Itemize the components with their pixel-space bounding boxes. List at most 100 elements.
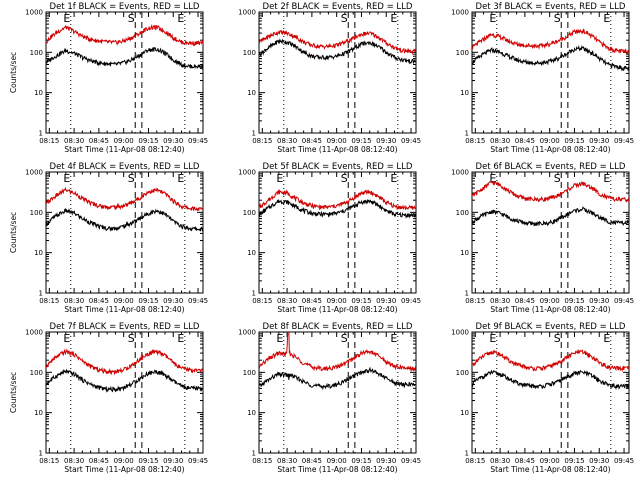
panel-9: Det 9f BLACK = Events, RED = LLD 08:15 08:… bbox=[451, 322, 634, 474]
x-axis-label: Start Time (11-Apr-08 08:12:40) bbox=[490, 145, 610, 154]
x-tick-label: 08:30 bbox=[64, 137, 84, 145]
x-tick-label: 09:30 bbox=[376, 457, 396, 465]
y-tick-label: 1 bbox=[465, 130, 469, 138]
series-line-lld bbox=[472, 180, 629, 203]
series-line-events bbox=[259, 366, 416, 391]
y-tick-label: 100 bbox=[30, 369, 43, 377]
series-group bbox=[259, 188, 416, 219]
panel-7: Det 7f BLACK = Events, RED = LLD 08:15 08:… bbox=[9, 322, 208, 474]
marker-label: S bbox=[128, 332, 135, 345]
y-tick-label: 1 bbox=[252, 450, 256, 458]
panel-1: Det 1f BLACK = Events, RED = LLD 08:15 08:… bbox=[9, 2, 208, 154]
x-tick-label: 08:30 bbox=[277, 297, 297, 305]
y-tick-label: 1 bbox=[465, 290, 469, 298]
marker-label: E bbox=[390, 172, 397, 185]
plot-frame bbox=[471, 331, 630, 454]
plot-frame bbox=[258, 11, 417, 134]
x-axis-label: Start Time (11-Apr-08 08:12:40) bbox=[277, 145, 397, 154]
series-group bbox=[472, 180, 629, 227]
series-line-lld bbox=[46, 186, 203, 212]
x-tick-label: 09:15 bbox=[351, 297, 371, 305]
y-tick-label: 10 bbox=[460, 409, 469, 417]
y-tick-label: 1000 bbox=[238, 9, 256, 17]
marker-label: S bbox=[554, 172, 561, 185]
series-group bbox=[472, 349, 629, 391]
panel-8: Det 8f BLACK = Events, RED = LLD 08:15 08:… bbox=[238, 322, 421, 474]
x-tick-label: 08:15 bbox=[39, 457, 59, 465]
series-line-lld bbox=[46, 348, 203, 376]
series-line-lld bbox=[259, 332, 416, 373]
panel-4: Det 4f BLACK = Events, RED = LLD 08:15 08:… bbox=[9, 162, 208, 314]
marker-label: E bbox=[177, 332, 184, 345]
series-group bbox=[46, 348, 203, 393]
x-tick-label: 08:30 bbox=[490, 457, 510, 465]
marker-label: S bbox=[341, 332, 348, 345]
x-tick-label: 09:15 bbox=[351, 137, 371, 145]
marker-label: S bbox=[128, 12, 135, 25]
y-tick-label: 1 bbox=[252, 290, 256, 298]
x-tick-label: 09:15 bbox=[351, 457, 371, 465]
marker-label: E bbox=[177, 172, 184, 185]
y-axis-label: Counts/sec bbox=[9, 212, 18, 253]
x-tick-label: 09:45 bbox=[401, 457, 421, 465]
y-tick-label: 100 bbox=[243, 369, 256, 377]
series-group bbox=[46, 23, 203, 70]
x-tick-label: 09:30 bbox=[163, 297, 183, 305]
y-tick-label: 100 bbox=[456, 209, 469, 217]
x-tick-label: 08:15 bbox=[465, 137, 485, 145]
panel-title: Det 3f BLACK = Events, RED = LLD bbox=[476, 2, 626, 12]
marker-label: E bbox=[390, 12, 397, 25]
marker-label: S bbox=[554, 12, 561, 25]
x-tick-label: 08:30 bbox=[277, 457, 297, 465]
marker-label: S bbox=[128, 172, 135, 185]
series-group bbox=[46, 186, 203, 232]
series-line-events bbox=[46, 46, 203, 70]
panel-5: Det 5f BLACK = Events, RED = LLD 08:15 08:… bbox=[238, 162, 421, 314]
x-tick-label: 08:15 bbox=[39, 137, 59, 145]
x-axis-label: Start Time (11-Apr-08 08:12:40) bbox=[64, 465, 184, 474]
series-line-lld bbox=[472, 349, 629, 373]
series-line-lld bbox=[46, 23, 203, 47]
panel-title: Det 4f BLACK = Events, RED = LLD bbox=[50, 162, 200, 172]
marker-label: E bbox=[63, 332, 70, 345]
x-tick-label: 09:30 bbox=[163, 457, 183, 465]
y-tick-label: 1000 bbox=[25, 9, 43, 17]
y-axis-label: Counts/sec bbox=[9, 52, 18, 93]
x-tick-label: 08:15 bbox=[252, 297, 272, 305]
x-tick-label: 09:15 bbox=[138, 457, 158, 465]
series-line-lld bbox=[472, 28, 629, 55]
x-tick-label: 08:45 bbox=[515, 137, 535, 145]
x-tick-label: 08:45 bbox=[302, 457, 322, 465]
x-tick-label: 09:30 bbox=[589, 457, 609, 465]
y-tick-label: 10 bbox=[247, 409, 256, 417]
panel-title: Det 8f BLACK = Events, RED = LLD bbox=[263, 322, 413, 332]
marker-label: E bbox=[177, 12, 184, 25]
x-tick-label: 09:15 bbox=[564, 457, 584, 465]
x-axis-label: Start Time (11-Apr-08 08:12:40) bbox=[490, 465, 610, 474]
x-tick-label: 08:15 bbox=[465, 457, 485, 465]
series-line-events bbox=[472, 45, 629, 72]
x-tick-label: 09:45 bbox=[614, 297, 634, 305]
x-tick-label: 08:15 bbox=[39, 297, 59, 305]
x-axis-label: Start Time (11-Apr-08 08:12:40) bbox=[64, 145, 184, 154]
series-line-events bbox=[46, 208, 203, 232]
y-tick-label: 100 bbox=[30, 49, 43, 57]
y-tick-label: 10 bbox=[460, 249, 469, 257]
x-tick-label: 08:45 bbox=[89, 137, 109, 145]
marker-label: E bbox=[603, 332, 610, 345]
x-tick-label: 09:45 bbox=[614, 137, 634, 145]
y-tick-label: 1000 bbox=[451, 329, 469, 337]
y-tick-label: 1000 bbox=[25, 329, 43, 337]
x-tick-label: 09:00 bbox=[327, 137, 347, 145]
series-line-lld bbox=[259, 188, 416, 211]
panel-title: Det 9f BLACK = Events, RED = LLD bbox=[476, 322, 626, 332]
y-tick-label: 1 bbox=[39, 290, 43, 298]
y-tick-label: 1000 bbox=[25, 169, 43, 177]
y-tick-label: 1000 bbox=[451, 169, 469, 177]
x-tick-label: 09:45 bbox=[401, 297, 421, 305]
x-tick-label: 09:15 bbox=[138, 137, 158, 145]
x-tick-label: 08:45 bbox=[302, 137, 322, 145]
x-tick-label: 09:30 bbox=[589, 137, 609, 145]
series-line-lld bbox=[259, 29, 416, 56]
marker-label: E bbox=[276, 332, 283, 345]
